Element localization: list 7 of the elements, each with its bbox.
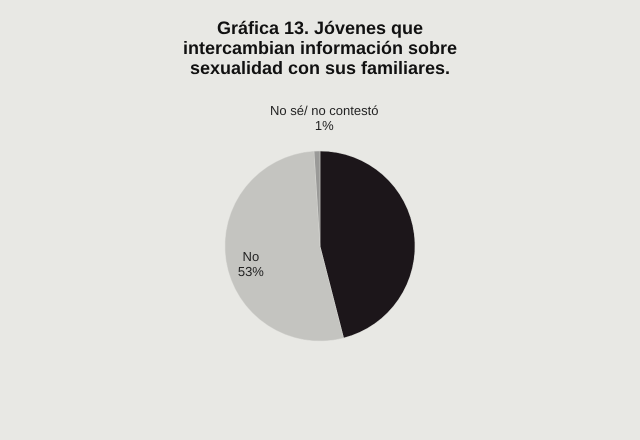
slice-label: No [242, 248, 260, 264]
text: intercambian información sobre [182, 38, 458, 58]
text: Gráfica 13. Jóvenes que [216, 18, 424, 38]
text: sexualidad con sus familiares. [190, 58, 450, 78]
data-label: 1% [314, 118, 334, 134]
slice-label: No sé/ no contestó [270, 103, 378, 118]
data-label: 53% [238, 264, 264, 279]
